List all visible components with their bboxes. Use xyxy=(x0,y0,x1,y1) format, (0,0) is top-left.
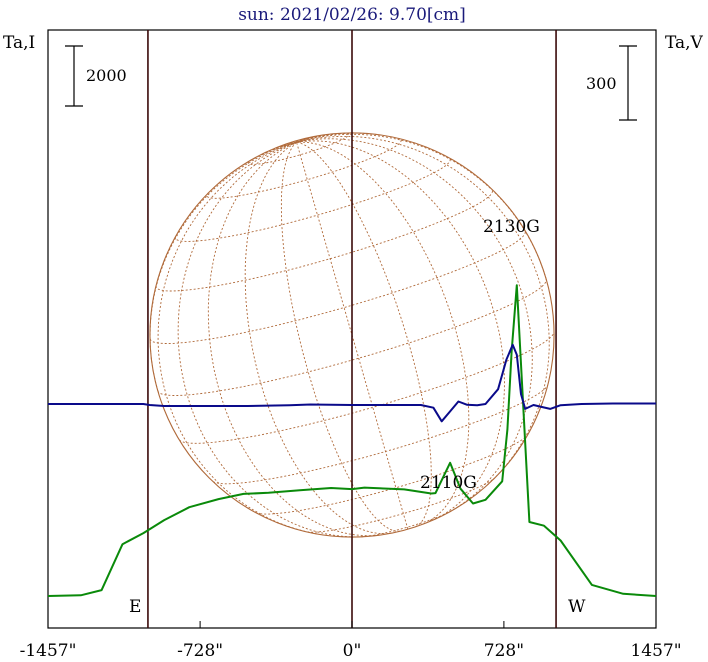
x-tick-label: -728" xyxy=(177,641,223,661)
grid-parallel xyxy=(174,157,451,242)
scale-bars xyxy=(65,45,637,121)
grid-parallel xyxy=(155,189,493,292)
x-tick-label: 0" xyxy=(343,641,362,661)
data-series xyxy=(47,284,657,597)
grid-meridian xyxy=(296,142,409,530)
grid-meridian xyxy=(296,141,470,525)
left-axis-label: Ta,I xyxy=(3,33,35,53)
left-scale-bar-label: 2000 xyxy=(86,66,127,85)
grid-parallel xyxy=(307,477,495,533)
grid-meridian xyxy=(296,141,432,528)
x-axis-ticks: -1457" -728" 0" 728" 1457" xyxy=(20,621,682,661)
grid-meridian xyxy=(157,141,318,535)
grid-meridian xyxy=(244,141,393,535)
right-scale-bar-label: 300 xyxy=(586,74,617,93)
series-line-intensity xyxy=(47,284,657,597)
west-limb-label: W xyxy=(568,597,586,617)
annotation-2130g: 2130G xyxy=(483,217,540,237)
vertical-markers xyxy=(147,30,557,628)
grid-meridian xyxy=(207,141,379,537)
grid-parallel xyxy=(247,132,350,165)
grid-parallel xyxy=(179,332,555,444)
x-tick-label: 1457" xyxy=(630,641,681,661)
right-axis-label: Ta,V xyxy=(665,33,704,53)
grid-meridian xyxy=(296,138,533,513)
grid-meridian xyxy=(296,140,505,520)
east-limb-label: E xyxy=(129,597,141,617)
grid-meridian xyxy=(224,141,297,179)
x-tick-label: -1457" xyxy=(20,641,77,661)
series-line-polarization xyxy=(48,343,656,423)
x-tick-label: 728" xyxy=(484,641,524,661)
grid-meridian xyxy=(280,141,400,532)
grid-meridian xyxy=(177,141,363,538)
annotation-2110g: 2110G xyxy=(420,473,477,493)
grid-parallel xyxy=(206,137,402,199)
chart-title: sun: 2021/02/26: 9.70[cm] xyxy=(238,5,466,25)
